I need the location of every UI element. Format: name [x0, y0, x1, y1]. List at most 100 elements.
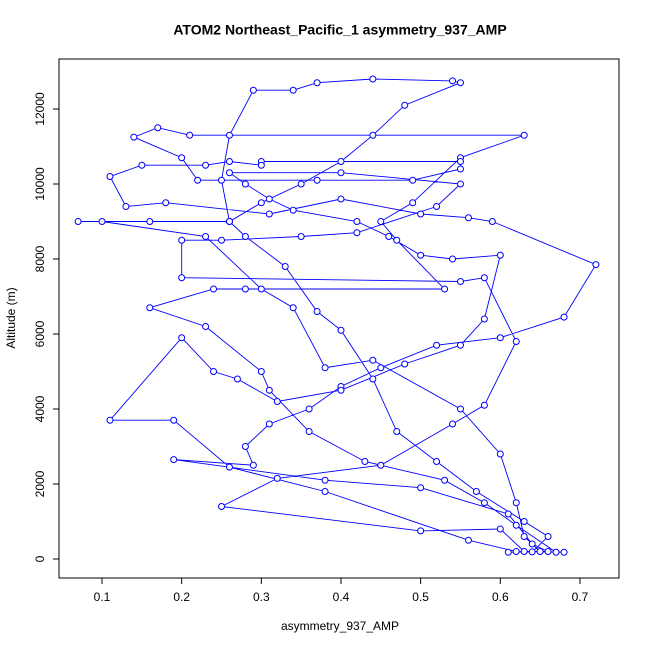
data-point	[456, 277, 464, 285]
data-point	[353, 229, 361, 237]
data-point	[257, 199, 265, 207]
data-point	[480, 315, 488, 323]
data-point	[417, 484, 425, 492]
data-point	[449, 77, 457, 85]
y-tick-label: 2000	[33, 470, 47, 497]
data-point	[520, 532, 528, 540]
data-point	[170, 416, 178, 424]
data-point	[480, 274, 488, 282]
data-point	[305, 427, 313, 435]
data-point	[456, 79, 464, 87]
data-point	[337, 386, 345, 394]
data-point	[496, 251, 504, 259]
x-tick-label: 0.4	[333, 590, 350, 604]
data-point	[297, 232, 305, 240]
y-tick-label: 12000	[33, 92, 47, 126]
data-point	[536, 547, 544, 555]
data-point	[305, 405, 313, 413]
y-tick-label: 4000	[33, 395, 47, 422]
data-point	[441, 476, 449, 484]
data-point	[225, 463, 233, 471]
data-point	[178, 154, 186, 162]
data-point	[146, 304, 154, 312]
data-point	[313, 176, 321, 184]
data-point	[520, 547, 528, 555]
chart-title: ATOM2 Northeast_Pacific_1 asymmetry_937_…	[173, 22, 506, 38]
data-point	[496, 334, 504, 342]
data-point	[520, 131, 528, 139]
data-point	[456, 405, 464, 413]
y-tick-label: 10000	[33, 167, 47, 201]
data-point	[106, 172, 114, 180]
y-axis-label: Altitude (m)	[4, 287, 18, 348]
data-point	[544, 532, 552, 540]
data-point	[225, 217, 233, 225]
data-point	[225, 169, 233, 177]
data-point	[178, 236, 186, 244]
data-point	[218, 236, 226, 244]
data-point	[249, 461, 257, 469]
x-tick-label: 0.5	[412, 590, 429, 604]
data-point	[257, 285, 265, 293]
data-point	[488, 217, 496, 225]
x-tick-label: 0.2	[173, 590, 190, 604]
data-point	[377, 217, 385, 225]
plot-frame	[58, 58, 620, 579]
data-point	[249, 86, 257, 94]
data-point	[528, 548, 536, 556]
data-point	[456, 165, 464, 173]
data-point	[106, 416, 114, 424]
data-point	[178, 274, 186, 282]
data-point	[321, 476, 329, 484]
data-point	[369, 131, 377, 139]
data-point	[592, 261, 600, 269]
data-point	[480, 499, 488, 507]
data-point	[544, 547, 552, 555]
data-point	[202, 232, 210, 240]
data-point	[520, 517, 528, 525]
data-point	[74, 217, 82, 225]
data-point	[512, 337, 520, 345]
data-point	[417, 251, 425, 259]
data-point	[512, 499, 520, 507]
data-point	[464, 214, 472, 222]
data-point	[433, 341, 441, 349]
data-point	[337, 169, 345, 177]
data-point	[170, 456, 178, 464]
data-point	[456, 341, 464, 349]
data-point	[265, 420, 273, 428]
data-point	[409, 199, 417, 207]
data-point	[130, 133, 138, 141]
data-point	[321, 487, 329, 495]
data-point	[138, 161, 146, 169]
data-point	[361, 457, 369, 465]
data-point	[512, 547, 520, 555]
data-point	[265, 210, 273, 218]
data-point	[504, 548, 512, 556]
data-point	[281, 262, 289, 270]
data-point	[289, 206, 297, 214]
data-point	[464, 536, 472, 544]
data-point	[369, 75, 377, 83]
data-point	[202, 161, 210, 169]
data-point	[202, 322, 210, 330]
data-point	[528, 540, 536, 548]
data-point	[146, 217, 154, 225]
data-point	[337, 326, 345, 334]
data-point	[393, 236, 401, 244]
data-point	[241, 285, 249, 293]
x-tick-label: 0.6	[492, 590, 509, 604]
data-point	[417, 210, 425, 218]
y-tick-label: 8000	[33, 245, 47, 272]
data-point	[154, 124, 162, 132]
data-point	[480, 401, 488, 409]
data-point	[433, 202, 441, 210]
data-point	[377, 461, 385, 469]
data-point	[496, 450, 504, 458]
data-point	[297, 180, 305, 188]
data-point	[225, 131, 233, 139]
data-point	[273, 474, 281, 482]
data-point	[265, 386, 273, 394]
